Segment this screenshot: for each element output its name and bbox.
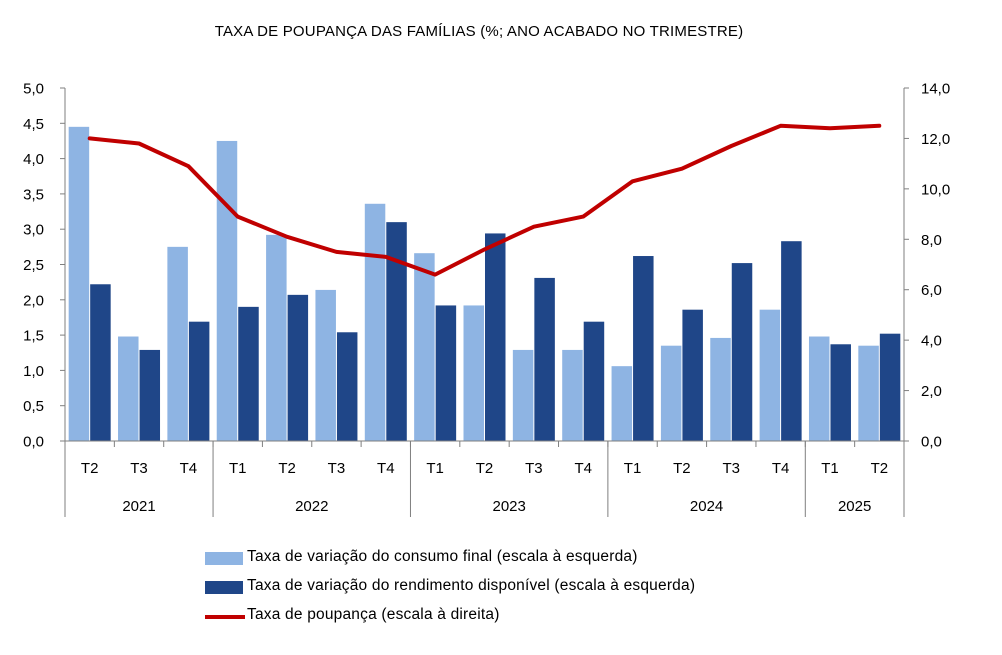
quarter-label: T1	[426, 460, 444, 477]
tick-labels: 0,0 0,5 1,0 1,5 2,0 2,5 3,0 3,5 4,0 4,5 5,0 0,0 2,0 4…	[23, 81, 950, 516]
bar-consumo	[858, 345, 879, 441]
bars	[68, 126, 901, 441]
bar-consumo	[364, 203, 386, 441]
right-tick-label: 14,0	[921, 81, 950, 98]
right-tick-label: 12,0	[921, 131, 950, 148]
bar-rendimento	[90, 284, 111, 441]
bar-consumo	[315, 289, 336, 441]
bar-rendimento	[830, 344, 851, 441]
year-label: 2024	[690, 498, 723, 515]
bar-rendimento	[336, 332, 358, 441]
bar-consumo	[808, 336, 830, 441]
bar-rendimento	[435, 305, 457, 441]
bar-rendimento	[485, 233, 506, 441]
chart-svg: 0,0 0,5 1,0 1,5 2,0 2,5 3,0 3,5 4,0 4,5 5,0 0,0 2,0 4…	[23, 81, 950, 517]
quarter-label: T4	[377, 460, 395, 477]
left-tick-label: 4,5	[23, 116, 44, 133]
quarter-label: T3	[525, 460, 543, 477]
bar-rendimento	[534, 277, 555, 441]
quarter-label: T1	[229, 460, 247, 477]
left-tick-label: 1,5	[23, 328, 44, 345]
year-label: 2022	[295, 498, 328, 515]
bar-rendimento	[879, 333, 901, 441]
right-tick-label: 2,0	[921, 383, 942, 400]
quarter-label: T2	[81, 460, 99, 477]
bar-consumo	[660, 345, 682, 441]
bar-rendimento	[633, 256, 654, 441]
legend-label-consumo: Taxa de variação do consumo final (escal…	[247, 548, 638, 565]
bar-rendimento	[682, 309, 703, 441]
left-tick-label: 2,5	[23, 257, 44, 274]
left-tick-label: 4,0	[23, 151, 44, 168]
quarter-label: T4	[180, 460, 198, 477]
quarter-label: T2	[673, 460, 691, 477]
right-tick-label: 6,0	[921, 282, 942, 299]
bar-rendimento	[781, 241, 802, 441]
bar-consumo	[611, 366, 633, 441]
axes	[60, 87, 909, 517]
legend-swatch-consumo	[205, 552, 243, 565]
year-label: 2023	[492, 498, 525, 515]
legend-label-poupanca: Taxa de poupança (escala à direita)	[247, 606, 500, 623]
quarter-label: T3	[723, 460, 741, 477]
right-tick-label: 4,0	[921, 333, 942, 350]
right-tick-label: 8,0	[921, 232, 942, 249]
bar-consumo	[167, 246, 188, 441]
bar-consumo	[266, 234, 287, 441]
legend-swatch-poupanca	[205, 615, 245, 619]
bar-consumo	[463, 305, 484, 441]
bar-rendimento	[731, 263, 753, 441]
right-tick-label: 0,0	[921, 434, 942, 451]
chart-title: TAXA DE POUPANÇA DAS FAMÍLIAS (%; ANO AC…	[214, 23, 744, 40]
year-label: 2021	[122, 498, 155, 515]
legend-swatch-rendimento	[205, 581, 243, 594]
left-tick-label: 3,0	[23, 222, 44, 239]
left-tick-label: 1,0	[23, 363, 44, 380]
legend-label-rendimento: Taxa de variação do rendimento disponíve…	[247, 577, 696, 594]
bar-consumo	[216, 140, 238, 441]
quarter-label: T2	[476, 460, 494, 477]
quarter-label: T4	[574, 460, 592, 477]
bar-rendimento	[287, 294, 309, 441]
left-tick-label: 0,0	[23, 434, 44, 451]
right-tick-label: 10,0	[921, 181, 950, 198]
savings-line	[87, 123, 882, 277]
bar-consumo	[562, 349, 583, 441]
left-tick-label: 2,0	[23, 292, 44, 309]
left-tick-label: 0,5	[23, 398, 44, 415]
bar-rendimento	[238, 306, 259, 441]
bar-consumo	[512, 349, 534, 441]
bar-consumo	[68, 126, 90, 441]
bar-consumo	[710, 337, 731, 441]
bar-rendimento	[386, 222, 407, 441]
bar-consumo	[759, 309, 781, 441]
savings-rate-line	[87, 123, 882, 277]
bar-rendimento	[583, 321, 605, 441]
quarter-label: T1	[624, 460, 642, 477]
bar-consumo	[414, 253, 435, 441]
quarter-label: T1	[821, 460, 839, 477]
bar-rendimento	[139, 349, 161, 441]
year-label: 2025	[838, 498, 871, 515]
bar-consumo	[118, 336, 139, 441]
quarter-label: T2	[278, 460, 296, 477]
quarter-label: T3	[130, 460, 148, 477]
quarter-label: T3	[328, 460, 346, 477]
quarter-label: T4	[772, 460, 790, 477]
left-tick-label: 3,5	[23, 186, 44, 203]
quarter-label: T2	[871, 460, 889, 477]
bar-rendimento	[188, 321, 210, 441]
left-tick-label: 5,0	[23, 81, 44, 98]
